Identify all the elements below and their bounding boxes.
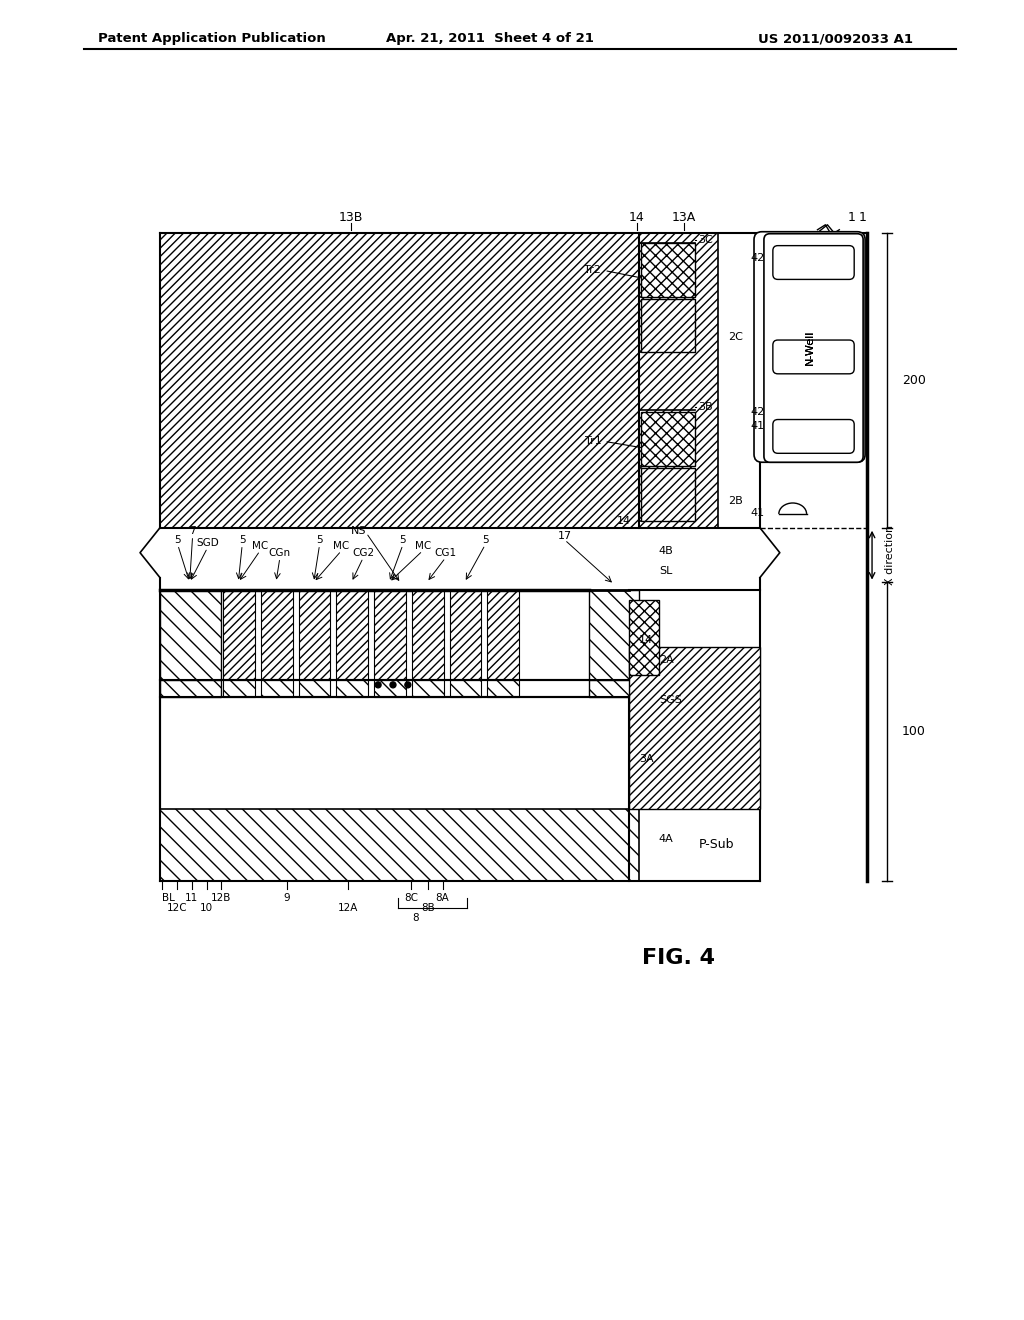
Text: MC: MC: [333, 541, 349, 550]
Text: Patent Application Publication: Patent Application Publication: [98, 33, 326, 45]
Bar: [299, 680, 331, 697]
FancyBboxPatch shape: [773, 420, 854, 453]
Text: 7: 7: [189, 525, 196, 536]
Bar: [639, 232, 718, 528]
Text: MC: MC: [252, 541, 268, 550]
Text: 4B: 4B: [658, 545, 674, 556]
Text: N-Well: N-Well: [805, 329, 814, 364]
Text: 5: 5: [399, 535, 407, 545]
Bar: [374, 680, 406, 697]
Text: X direction: X direction: [885, 525, 895, 585]
Text: MC: MC: [415, 541, 431, 550]
Bar: [223, 590, 255, 680]
Bar: [160, 680, 221, 697]
Bar: [590, 590, 639, 680]
Text: 17: 17: [557, 531, 571, 541]
Text: 5: 5: [316, 535, 323, 545]
Bar: [261, 680, 293, 697]
Text: 3C: 3C: [698, 235, 714, 244]
Text: US 2011/0092033 A1: US 2011/0092033 A1: [758, 33, 913, 45]
Bar: [299, 590, 331, 680]
Bar: [160, 590, 221, 680]
Text: N-Well: N-Well: [805, 329, 814, 364]
Circle shape: [375, 682, 381, 688]
Text: Tr2: Tr2: [585, 265, 601, 276]
FancyBboxPatch shape: [764, 234, 863, 462]
Text: 42: 42: [750, 252, 764, 263]
Text: 8B: 8B: [421, 903, 434, 913]
Text: FIG. 4: FIG. 4: [642, 948, 715, 968]
Text: SGS: SGS: [658, 694, 682, 705]
Text: 3A: 3A: [639, 754, 653, 764]
Text: 9: 9: [284, 894, 290, 903]
Text: SL: SL: [658, 565, 672, 576]
Text: CGn: CGn: [269, 548, 291, 557]
Text: 12B: 12B: [211, 894, 231, 903]
Text: 8C: 8C: [403, 894, 418, 903]
Text: 41: 41: [750, 508, 764, 517]
Bar: [768, 238, 859, 459]
Text: 2B: 2B: [728, 496, 743, 506]
Text: 13B: 13B: [339, 211, 364, 224]
Text: 5: 5: [482, 535, 488, 545]
Text: CG1: CG1: [434, 548, 457, 557]
Text: 100: 100: [902, 725, 926, 738]
Text: 8: 8: [413, 913, 419, 924]
Bar: [374, 590, 406, 680]
Bar: [450, 590, 481, 680]
Bar: [629, 601, 658, 675]
Bar: [261, 590, 293, 680]
Bar: [641, 300, 695, 352]
Bar: [337, 590, 369, 680]
Text: 200: 200: [902, 374, 926, 387]
Text: 4A: 4A: [658, 834, 674, 843]
Text: 14: 14: [629, 211, 645, 224]
Text: 8A: 8A: [435, 894, 450, 903]
Text: 5: 5: [239, 535, 246, 545]
Bar: [487, 680, 519, 697]
Bar: [337, 680, 369, 697]
Text: 5: 5: [174, 535, 181, 545]
Text: BL: BL: [162, 894, 175, 903]
Bar: [450, 680, 481, 697]
FancyBboxPatch shape: [773, 246, 854, 280]
Bar: [160, 232, 639, 528]
Text: Tr1: Tr1: [585, 437, 601, 446]
Text: 1: 1: [859, 211, 867, 224]
Text: 41: 41: [750, 421, 764, 432]
Bar: [641, 243, 695, 297]
Text: N-Well: N-Well: [805, 329, 814, 364]
Bar: [641, 412, 695, 466]
Text: 2A: 2A: [658, 655, 674, 665]
Circle shape: [404, 682, 411, 688]
Text: CG2: CG2: [352, 548, 375, 557]
Text: 13A: 13A: [672, 211, 695, 224]
Text: NS: NS: [351, 525, 367, 536]
Text: 42: 42: [750, 407, 764, 417]
Bar: [223, 680, 255, 697]
Text: 12C: 12C: [167, 903, 187, 913]
FancyBboxPatch shape: [754, 232, 865, 462]
Bar: [412, 590, 443, 680]
Text: SGD: SGD: [197, 537, 219, 548]
Bar: [641, 469, 695, 521]
Text: 14: 14: [639, 635, 653, 645]
Circle shape: [390, 682, 396, 688]
Text: 12A: 12A: [338, 903, 358, 913]
Bar: [160, 809, 639, 880]
Text: 1: 1: [847, 211, 855, 224]
Bar: [629, 647, 760, 809]
Text: Apr. 21, 2011  Sheet 4 of 21: Apr. 21, 2011 Sheet 4 of 21: [386, 33, 594, 45]
Text: 11: 11: [185, 894, 199, 903]
Text: 14: 14: [616, 516, 631, 525]
Bar: [487, 590, 519, 680]
FancyBboxPatch shape: [773, 341, 854, 374]
Text: 10: 10: [200, 903, 213, 913]
Text: P-Sub: P-Sub: [698, 838, 734, 851]
Text: 3B: 3B: [698, 401, 713, 412]
Bar: [590, 680, 639, 697]
Bar: [412, 680, 443, 697]
Text: 2C: 2C: [728, 333, 743, 342]
